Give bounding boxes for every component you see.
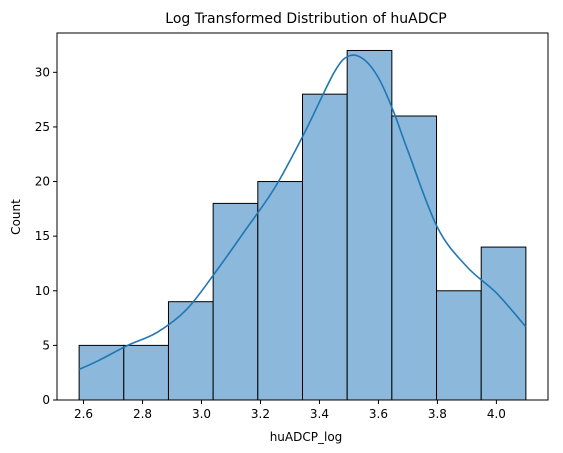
x-tick-label: 2.6 [74, 407, 93, 421]
bars-group [78, 49, 527, 401]
kde-curve [78, 54, 527, 371]
x-tick-label: 3.8 [428, 407, 447, 421]
histogram-bar [78, 344, 125, 401]
x-tick-label: 4.0 [487, 407, 506, 421]
histogram-bar [346, 49, 393, 401]
x-tick-label: 3.2 [251, 407, 270, 421]
histogram-bar [302, 93, 348, 401]
histogram-bar [480, 246, 527, 401]
y-tick-label: 20 [35, 175, 50, 189]
x-tick-label: 2.8 [133, 407, 152, 421]
plot-frame [56, 32, 549, 401]
x-tick-label: 3.4 [310, 407, 329, 421]
histogram-bar [123, 344, 169, 401]
histogram-bar [167, 301, 214, 401]
y-tick-label: 15 [35, 229, 50, 243]
y-tick-label: 0 [42, 393, 50, 407]
y-axis-ticks: 0 5 10 15 20 25 30 [35, 65, 57, 407]
y-axis-label: Count [9, 199, 23, 235]
x-axis-ticks: 2.6 2.8 3.0 3.2 3.4 3.6 3.8 4.0 [74, 400, 506, 421]
x-tick-label: 3.0 [192, 407, 211, 421]
y-tick-label: 10 [35, 284, 50, 298]
histogram-bar [436, 290, 482, 401]
x-tick-label: 3.6 [369, 407, 388, 421]
histogram-bar [391, 115, 438, 401]
y-tick-label: 25 [35, 120, 50, 134]
chart-title: Log Transformed Distribution of huADCP [165, 11, 446, 27]
histogram-bar [212, 202, 259, 401]
y-tick-label: 5 [42, 338, 50, 352]
histogram-bar [257, 181, 303, 401]
x-axis-label: huADCP_log [270, 430, 343, 444]
y-tick-label: 30 [35, 65, 50, 79]
